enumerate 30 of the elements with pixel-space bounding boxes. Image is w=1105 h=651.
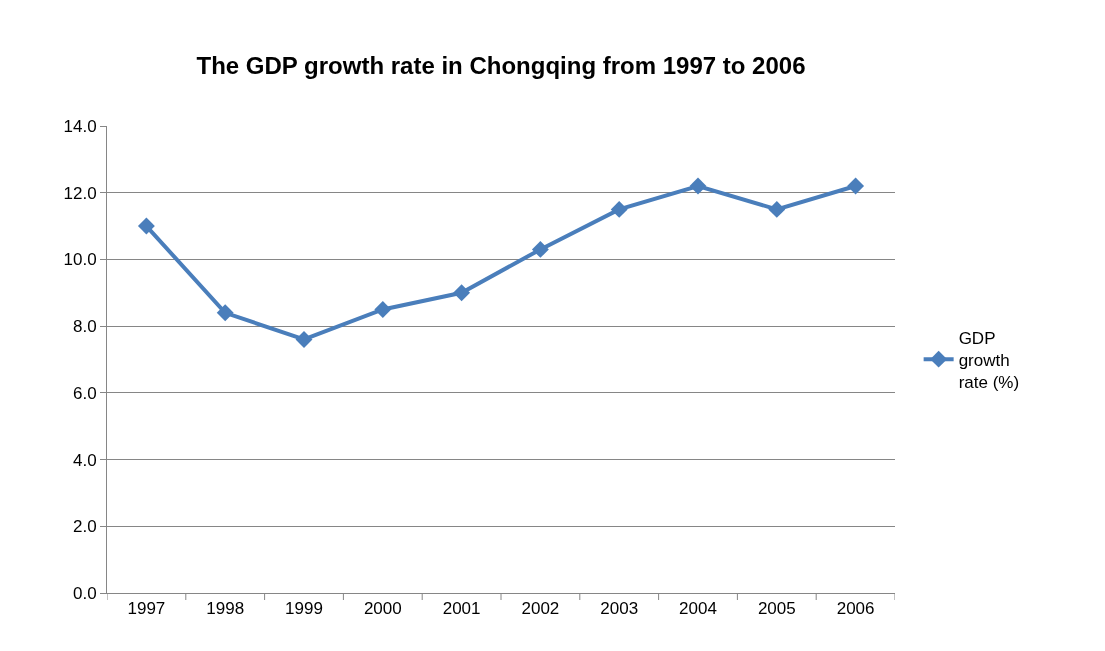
point [610, 200, 628, 218]
point [453, 284, 471, 302]
chart-title: The GDP growth rate in Chongqing from 1997 to 2006 [196, 51, 806, 79]
x-tick-label: 1999 [285, 599, 323, 619]
x-tick-label: 1997 [127, 599, 166, 619]
y-tick-label: 14.0 [63, 116, 97, 136]
x-tick-label: 2005 [757, 599, 796, 619]
y-tick-label: 0.0 [72, 583, 97, 603]
point [531, 240, 549, 258]
point [768, 200, 786, 218]
y-tick-label: 12.0 [63, 183, 97, 203]
x-tick-label: 2001 [442, 599, 481, 619]
y-tick-label: 2.0 [72, 517, 97, 537]
point [374, 301, 392, 318]
y-tick-label: 4.0 [72, 450, 97, 470]
point [847, 177, 865, 195]
point [295, 331, 313, 348]
x-tick-label: 1998 [206, 599, 245, 619]
x-tick-label: 2002 [521, 599, 560, 619]
x-tick-label: 2003 [600, 599, 639, 619]
legend-label: GDP growth rate (%) [958, 328, 1020, 392]
point [689, 177, 707, 195]
x-tick-label: 2000 [363, 599, 402, 619]
x-tick-label: 2004 [679, 599, 717, 619]
y-tick-label: 6.0 [72, 383, 97, 403]
point [216, 304, 234, 322]
y-tick-label: 10.0 [63, 250, 97, 270]
point [137, 217, 155, 235]
x-tick-label: 2006 [836, 599, 875, 619]
y-tick-label: 8.0 [72, 317, 97, 337]
